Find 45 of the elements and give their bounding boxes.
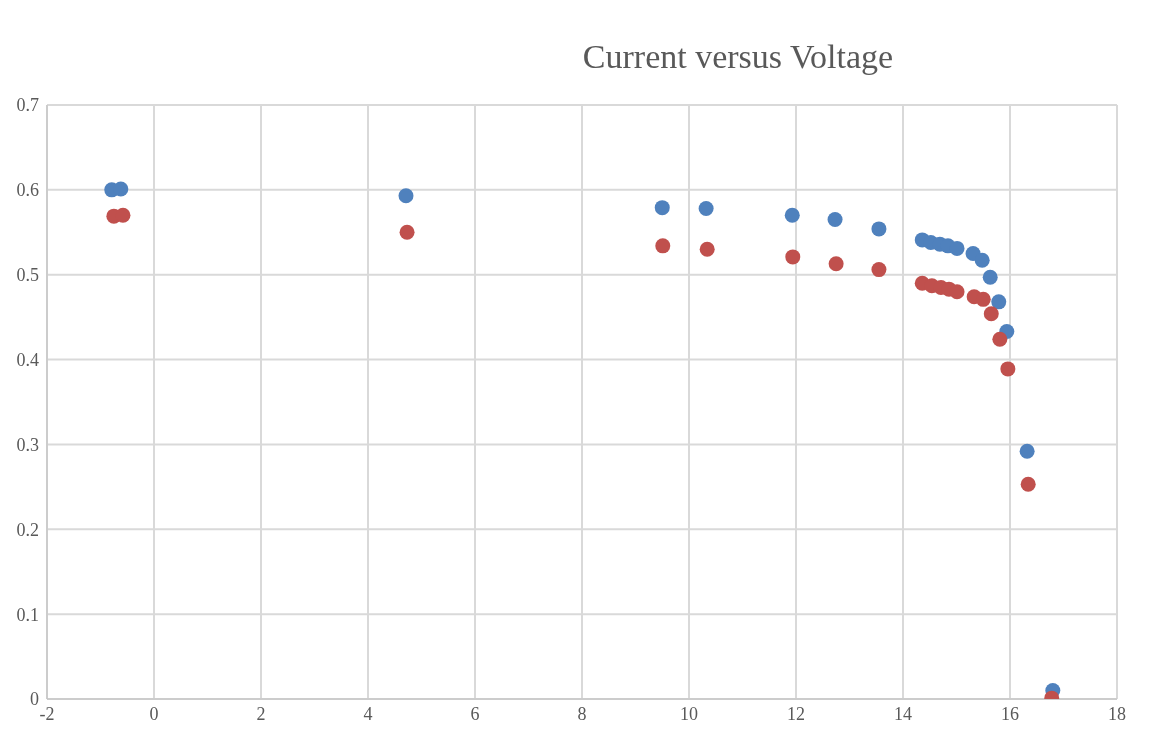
x-tick-label: 14 [894, 703, 912, 724]
y-tick-label: 0.2 [16, 519, 39, 540]
x-tick-label: 6 [470, 703, 480, 724]
point [698, 201, 714, 217]
x-tick-label: 0 [149, 703, 159, 724]
y-tick-label: 0.5 [16, 265, 39, 286]
point [113, 181, 129, 197]
x-tick-label: 16 [1001, 703, 1019, 724]
point [654, 200, 670, 216]
x-tick-label: 18 [1108, 703, 1126, 724]
x-tick-label: -2 [39, 703, 55, 724]
x-tick-label: 12 [787, 703, 805, 724]
point [1020, 476, 1036, 492]
point [828, 256, 844, 272]
point [871, 262, 887, 278]
point [871, 221, 887, 237]
point [974, 252, 990, 268]
point [827, 212, 843, 228]
x-tick-label: 2 [256, 703, 266, 724]
y-tick-label: 0.6 [16, 180, 39, 201]
point [115, 207, 131, 223]
y-tick-label: 0.1 [16, 604, 39, 625]
x-tick-label: 8 [577, 703, 587, 724]
x-tick-label: 4 [363, 703, 373, 724]
point [975, 291, 991, 307]
point [1019, 443, 1035, 459]
point [398, 188, 414, 204]
y-tick-label: 0 [30, 689, 39, 710]
point [399, 224, 415, 240]
y-tick-label: 0.3 [16, 434, 39, 455]
point [699, 241, 715, 257]
point [655, 238, 671, 254]
point [785, 249, 801, 265]
chart-title: Current versus Voltage [581, 38, 895, 76]
point [949, 284, 965, 300]
y-tick-label: 0.7 [16, 95, 39, 116]
point [949, 240, 965, 256]
point [983, 306, 999, 322]
x-tick-label: 10 [680, 703, 698, 724]
point [992, 331, 1008, 347]
point [784, 207, 800, 223]
point [982, 269, 998, 285]
y-tick-label: 0.4 [16, 349, 39, 370]
point [1000, 361, 1016, 377]
point [991, 294, 1007, 310]
